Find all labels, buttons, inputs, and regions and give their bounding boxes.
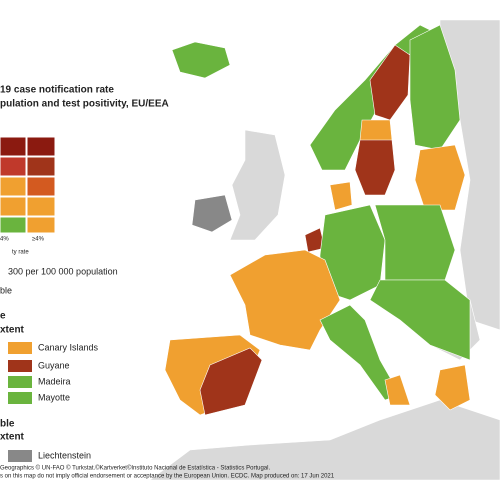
swatch xyxy=(8,360,32,372)
finland xyxy=(409,24,461,151)
swatch xyxy=(8,392,32,404)
matrix-cell xyxy=(26,156,56,177)
title-line: pulation and test positivity, EU/EEA xyxy=(0,99,169,110)
note: ble xyxy=(0,285,12,295)
section-heading: e xyxy=(0,311,6,322)
swatch xyxy=(8,376,32,388)
section-heading: ble xyxy=(0,419,15,430)
central-east xyxy=(369,279,471,361)
sweden-north xyxy=(369,44,411,121)
legend: 19 case notification rate pulation and t… xyxy=(0,85,335,480)
matrix-cell xyxy=(26,136,56,157)
matrix-axis-label: ty rate xyxy=(12,250,29,256)
swatch xyxy=(8,342,32,354)
spain-south-east xyxy=(199,347,263,416)
sweden-south xyxy=(354,139,396,196)
footer: Geographics © UN-FAO © Turkstat.©Kartver… xyxy=(0,465,270,472)
section-heading: xtent xyxy=(0,432,25,443)
title-line: 19 case notification rate xyxy=(0,85,114,96)
swatch xyxy=(8,450,32,462)
africa xyxy=(149,399,500,480)
matrix-cell xyxy=(0,196,27,217)
map xyxy=(149,19,500,480)
baltics xyxy=(414,144,466,211)
note: 300 per 100 000 population xyxy=(8,266,118,276)
legend-item: Liechtenstein xyxy=(38,450,91,460)
ireland xyxy=(191,194,233,233)
matrix-cell xyxy=(26,176,56,197)
matrix-cell xyxy=(26,196,56,217)
matrix-cell xyxy=(0,216,27,234)
italy-south xyxy=(384,374,411,406)
denmark xyxy=(329,181,353,211)
matrix-label: ≥4% xyxy=(32,237,45,243)
footer: s on this map do not imply official endo… xyxy=(0,474,335,480)
matrix-cell xyxy=(26,216,56,234)
greece xyxy=(434,364,471,411)
uk xyxy=(229,129,286,241)
iceland xyxy=(171,41,231,79)
matrix-cell xyxy=(0,156,27,177)
legend-item: Mayotte xyxy=(38,392,70,402)
section-heading: xtent xyxy=(0,325,25,336)
poland xyxy=(374,204,456,281)
matrix-label: 4% xyxy=(0,237,9,243)
matrix-cell xyxy=(0,176,27,197)
legend-item: Canary Islands xyxy=(38,342,99,352)
legend-item: Madeira xyxy=(38,376,71,386)
france xyxy=(229,249,341,351)
legend-item: Guyane xyxy=(38,360,70,370)
matrix-cell xyxy=(0,136,27,157)
